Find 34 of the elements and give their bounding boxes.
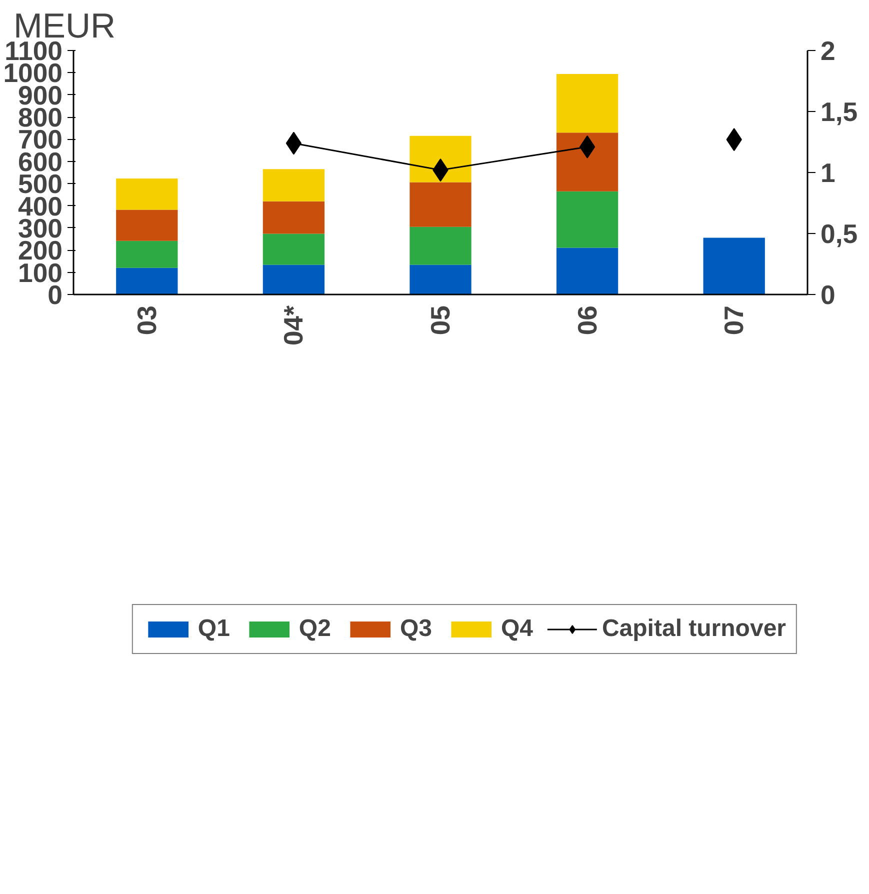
x-tick-label: 05 [426,305,456,336]
x-tick-label: 04* [278,304,309,346]
y2-tick-label: 1 [820,158,836,188]
y2-tick-label: 0 [820,280,836,310]
bar [262,234,325,265]
bar [556,132,618,192]
y2-tick-label: 0,5 [820,219,858,249]
legend-label: Q4 [500,615,533,643]
bar [556,74,618,133]
bar [410,182,472,227]
legend-label: Q1 [198,615,230,643]
legend-label: Q2 [298,615,331,643]
point [579,135,596,158]
bar [262,201,325,234]
bar [116,268,178,294]
legend-label: Q3 [400,615,432,643]
bar [556,248,618,294]
y2-tick-label: 2 [820,36,836,66]
bar [262,264,325,294]
x-tick-label: 06 [572,305,602,336]
point [286,132,302,155]
bar [556,191,618,248]
legend-label: Capital turnover [602,615,786,643]
y2-tick-label: 1,5 [820,97,858,127]
x-tick-label: 03 [132,305,162,336]
bar [410,264,472,294]
bar [703,238,765,294]
bar [116,240,178,268]
bar [262,169,325,202]
bar [116,178,178,210]
x-tick-label: 07 [719,305,750,336]
bar [410,136,472,182]
bar [410,226,472,265]
bar [116,210,178,241]
